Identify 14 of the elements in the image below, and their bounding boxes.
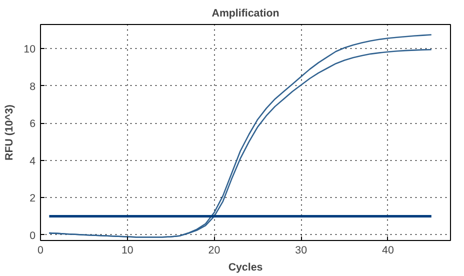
y-tick-label: 4 [30,155,36,168]
x-tick-label: 20 [208,244,220,256]
y-tick-label: 0 [30,230,36,242]
x-tick-label: 40 [382,244,394,256]
x-axis-title: Cycles [228,262,263,274]
y-tick-label: 2 [30,192,36,205]
y-tick-label: 8 [30,80,36,93]
y-axis-title: RFU (10^3) [4,104,16,160]
y-tick-label: 10 [24,44,36,56]
x-tick-label: 10 [121,244,134,256]
x-tick-label: 30 [295,244,308,256]
y-tick-label: 6 [30,118,36,130]
x-tick-label: 0 [38,244,44,256]
chart-title: Amplification [212,8,280,20]
